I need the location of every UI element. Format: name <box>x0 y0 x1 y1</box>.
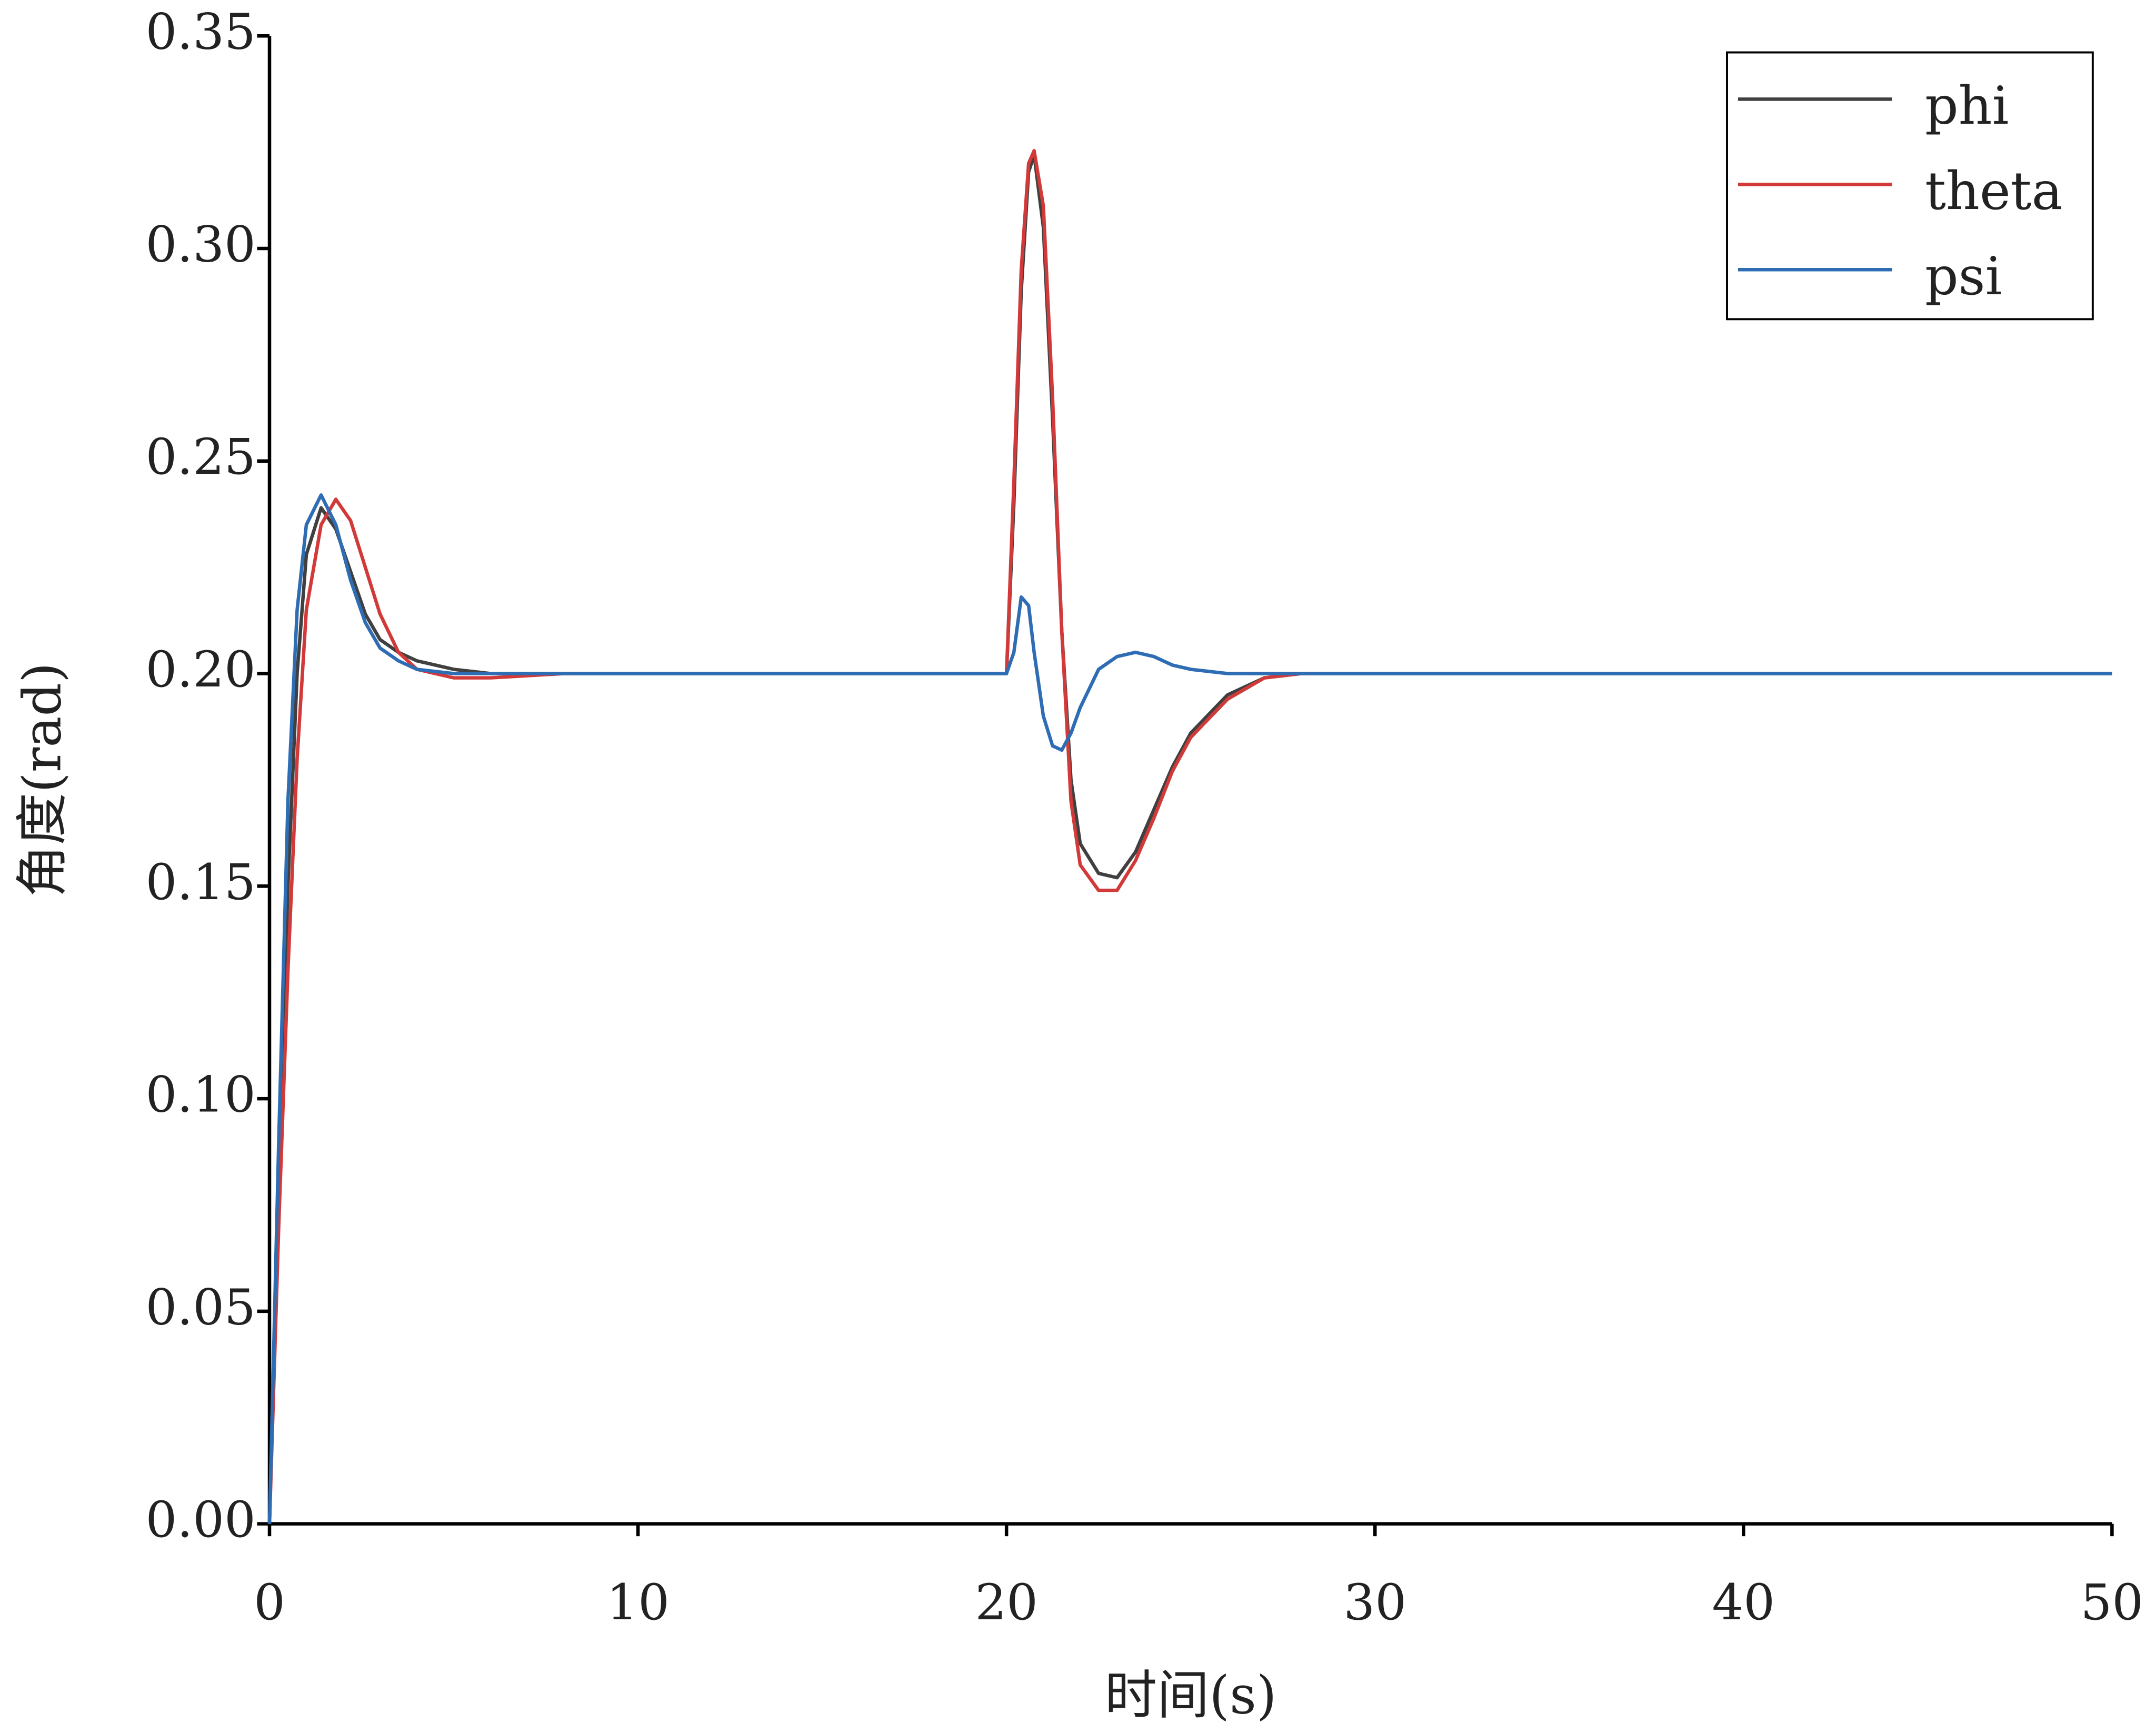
y-axis-label: 角度(rad) <box>12 662 73 897</box>
x-tick-label: 0 <box>254 1574 285 1631</box>
x-axis-label: 时间(s) <box>1105 1666 1277 1726</box>
y-tick-label: 0.30 <box>146 216 256 273</box>
series-line <box>267 493 2112 1524</box>
y-tick-label: 0.10 <box>146 1067 256 1124</box>
x-tick-label: 10 <box>606 1574 670 1631</box>
series-line <box>267 148 2112 1524</box>
legend-label: theta <box>1925 161 2063 222</box>
y-tick-label: 0.35 <box>146 4 256 61</box>
x-tick-label: 40 <box>1712 1574 1775 1631</box>
y-tick-label: 0.25 <box>146 429 256 486</box>
legend-label: phi <box>1925 76 2009 136</box>
y-tick-label: 0.15 <box>146 854 256 911</box>
y-tick-label: 0.20 <box>146 641 256 699</box>
y-tick-label: 0.05 <box>146 1279 256 1336</box>
legend-label: psi <box>1925 246 2002 307</box>
y-tick-label: 0.00 <box>146 1491 256 1549</box>
x-tick-label: 20 <box>975 1574 1038 1631</box>
x-tick-label: 50 <box>2081 1574 2144 1631</box>
series-line <box>267 153 2112 1524</box>
x-tick-label: 30 <box>1343 1574 1406 1631</box>
